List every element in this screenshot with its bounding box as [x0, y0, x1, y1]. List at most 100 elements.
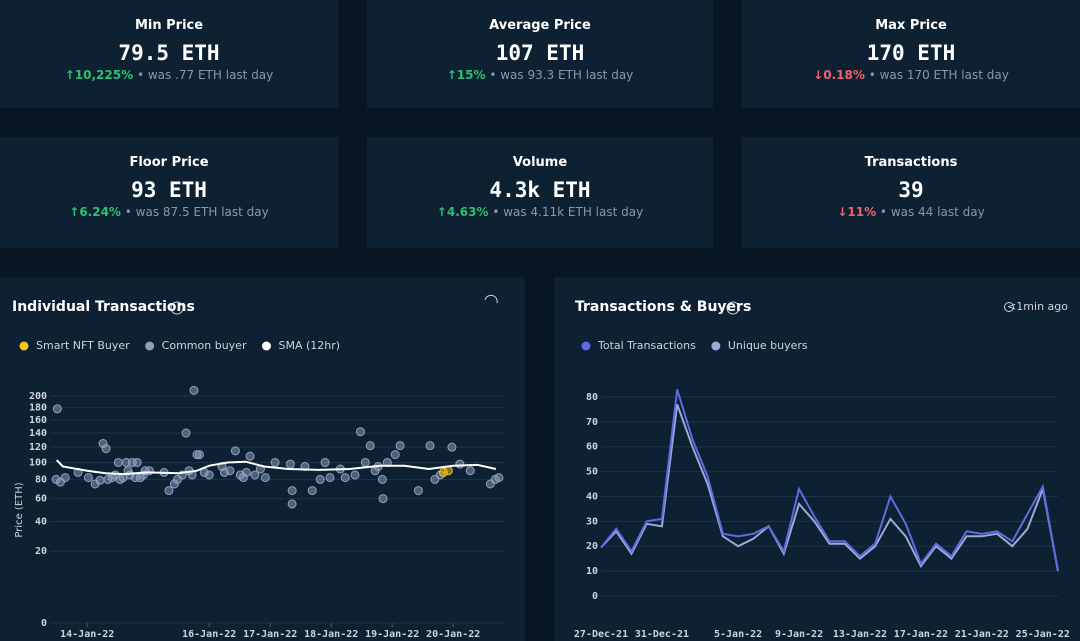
y-tick-label: 20 — [586, 541, 598, 552]
info-icon[interactable] — [726, 301, 740, 315]
x-tick-label: 16-Jan-22 — [182, 629, 236, 640]
scatter-point — [360, 457, 370, 467]
x-tick-label: 17-Jan-22 — [243, 629, 297, 640]
card-title: Floor Price — [129, 155, 209, 170]
series-line — [55, 459, 497, 476]
chart-title: Transactions & Buyers — [575, 299, 751, 315]
card-value: 93 ETH — [131, 178, 207, 202]
y-tick-label: 20 — [35, 546, 47, 557]
y-tick-label: 40 — [35, 516, 47, 527]
scatter-point — [241, 467, 251, 477]
card-note: • was 44 last day — [879, 205, 985, 219]
scatter-point — [287, 499, 297, 509]
scatter-point — [377, 474, 387, 484]
y-axis-label: Price (ETH) — [14, 482, 25, 537]
y-tick-label: 60 — [586, 442, 598, 453]
card-value: 4.3k ETH — [489, 178, 591, 202]
y-tick-label: 50 — [586, 467, 598, 478]
x-tick-label: 27-Dec-21 — [574, 629, 628, 640]
card-note: • was 93.3 ETH last day — [489, 68, 634, 82]
scatter-point — [101, 444, 111, 454]
legend-swatch — [145, 341, 155, 351]
scatter-point — [395, 441, 405, 451]
y-tick-label: 120 — [29, 442, 47, 453]
scatter-point — [320, 457, 330, 467]
legend-swatch — [581, 341, 591, 351]
scatter-point — [285, 459, 295, 469]
spinner — [484, 294, 498, 304]
scatter-point — [325, 473, 335, 483]
series-line — [600, 389, 1059, 572]
x-tick-label: 5-Jan-22 — [714, 629, 762, 640]
scatter-point — [287, 486, 297, 496]
stat-card: Volume 4.3k ETH ↑4.63% • was 4.11k ETH las… — [367, 137, 713, 248]
x-tick-label: 31-Dec-21 — [635, 629, 689, 640]
scatter-point — [181, 428, 191, 438]
card-value: 39 — [898, 178, 924, 202]
info-icon[interactable] — [170, 301, 184, 315]
updated-label: <1min ago — [1007, 300, 1068, 313]
scatter-point — [52, 404, 62, 414]
card-title: Average Price — [489, 18, 591, 33]
scatter-point — [225, 466, 235, 476]
y-tick-label: 40 — [586, 491, 598, 502]
stat-card: Average Price 107 ETH ↑15% • was 93.3 ETH … — [367, 0, 713, 108]
scatter-point — [164, 486, 174, 496]
stat-card: Transactions 39 ↓11% • was 44 last day — [742, 137, 1080, 248]
card-change: ↑15% — [446, 68, 486, 82]
y-tick-label: 180 — [29, 403, 47, 414]
y-tick-label: 80 — [586, 392, 598, 403]
x-tick-label: 9-Jan-22 — [775, 629, 823, 640]
scatter-point — [204, 470, 214, 480]
panel-right — [554, 277, 1080, 641]
card-change: ↓11% — [837, 205, 877, 219]
scatter-point — [350, 470, 360, 480]
card-value: 107 ETH — [495, 41, 585, 65]
scatter-point — [194, 450, 204, 460]
scatter-point — [189, 385, 199, 395]
scatter-point — [455, 459, 465, 469]
legend-label: Unique buyers — [728, 339, 808, 352]
card-title: Volume — [512, 155, 568, 170]
stat-card: Max Price 170 ETH ↓0.18% • was 170 ETH las… — [742, 0, 1080, 108]
legend-label: Common buyer — [162, 339, 247, 352]
scatter-point — [443, 466, 453, 476]
scatter-point — [365, 441, 375, 451]
x-tick-label: 19-Jan-22 — [365, 629, 419, 640]
stat-card: Floor Price 93 ETH ↑6.24% • was 87.5 ETH l… — [0, 137, 338, 248]
y-tick-label: 0 — [592, 591, 598, 602]
x-tick-label: 13-Jan-22 — [833, 629, 887, 640]
scatter-point — [250, 470, 260, 480]
refresh-icon[interactable] — [1004, 302, 1014, 312]
card-note: • was 4.11k ETH last day — [492, 205, 644, 219]
x-tick-label: 14-Jan-22 — [60, 629, 114, 640]
y-tick-label: 70 — [586, 417, 598, 428]
y-tick-label: 160 — [29, 415, 47, 426]
y-tick-label: 100 — [29, 457, 47, 468]
scatter-point — [230, 446, 240, 456]
card-value: 170 ETH — [866, 41, 956, 65]
scatter-point — [260, 473, 270, 483]
legend-swatch — [711, 341, 721, 351]
chart-title: Individual Transactions — [12, 299, 195, 315]
stat-card: Min Price 79.5 ETH ↑10,225% • was .77 ETH … — [0, 0, 338, 108]
x-tick-label: 18-Jan-22 — [304, 629, 358, 640]
card-note: • was 170 ETH last day — [868, 68, 1009, 82]
legend-label: Smart NFT Buyer — [36, 339, 130, 352]
card-change-row: ↑4.63% • was 4.11k ETH last day — [367, 205, 713, 219]
y-tick-label: 30 — [586, 516, 598, 527]
y-tick-label: 0 — [41, 618, 47, 629]
y-tick-label: 60 — [35, 494, 47, 505]
legend-label: Total Transactions — [597, 339, 696, 352]
card-change-row: ↓0.18% • was 170 ETH last day — [742, 68, 1080, 82]
scatter-point — [355, 427, 365, 437]
card-change: ↑10,225% — [64, 68, 134, 82]
scatter-point — [425, 441, 435, 451]
card-change-row: ↓11% • was 44 last day — [742, 205, 1080, 219]
scatter-point — [245, 451, 255, 461]
scatter-point — [113, 457, 123, 467]
series-line — [600, 404, 1059, 572]
scatter-point — [465, 466, 475, 476]
